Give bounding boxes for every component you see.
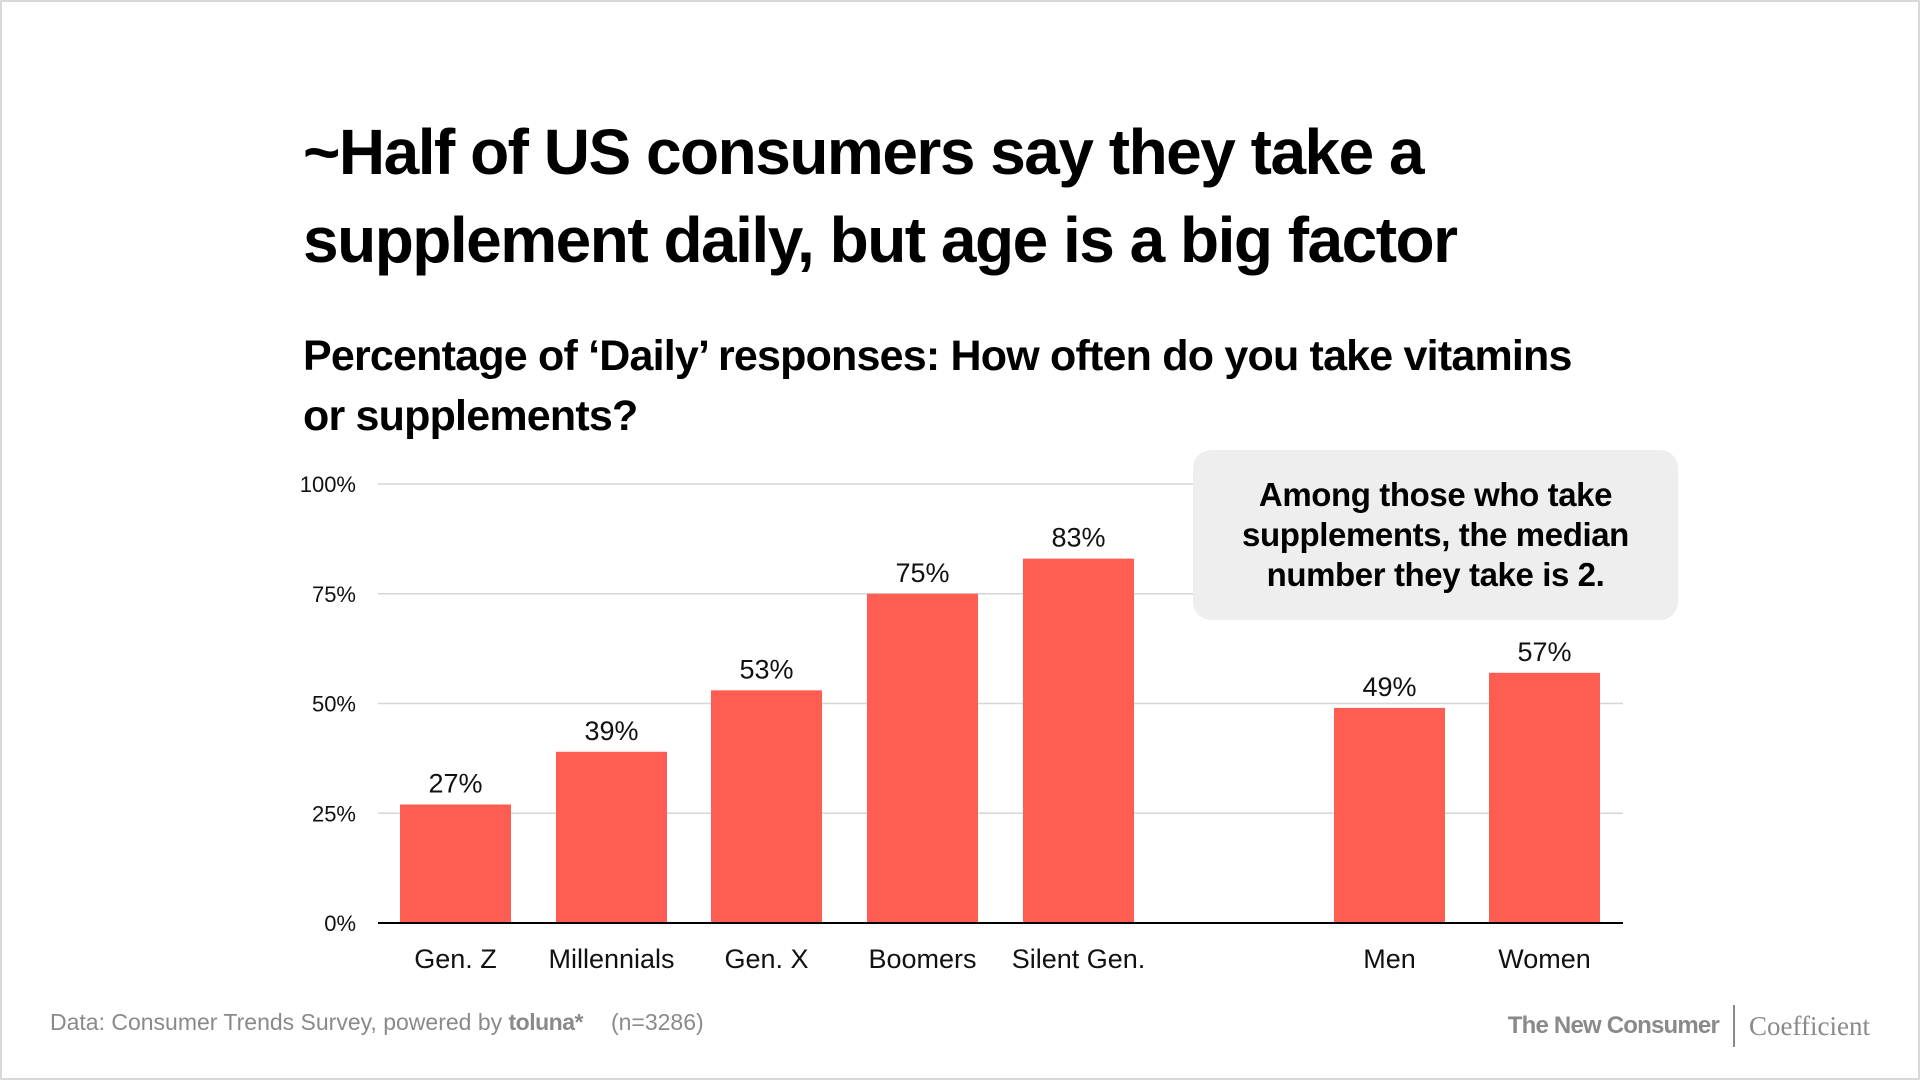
category-label: Boomers (868, 944, 976, 974)
y-tick-label: 50% (312, 692, 356, 717)
slide-title: ~Half of US consumers say they take a su… (303, 116, 1458, 276)
bar (1334, 707, 1445, 923)
bar (1023, 558, 1134, 923)
category-label: Women (1498, 944, 1591, 974)
value-labels: 27% 39% 53% 75% 83% 49% 57% (428, 523, 1571, 799)
y-tick-label: 25% (312, 801, 356, 826)
value-label: 53% (739, 654, 793, 684)
y-tick-label: 100% (300, 472, 356, 497)
value-label: 75% (895, 558, 949, 588)
bars (400, 558, 1600, 923)
category-labels: Gen. Z Millennials Gen. X Boomers Silent Gen… (414, 944, 1591, 974)
category-label: Silent Gen. (1012, 944, 1146, 974)
source-text: Data: Consumer Trends Survey, powered by (50, 1009, 509, 1035)
bar (1489, 672, 1600, 923)
bar (867, 593, 978, 923)
bar (400, 804, 511, 923)
bar (556, 751, 667, 923)
value-label: 49% (1362, 672, 1416, 702)
bar (711, 690, 822, 923)
value-label: 83% (1051, 523, 1105, 553)
callout-text: Among those who take supplements, the me… (1242, 476, 1629, 593)
category-label: Millennials (548, 944, 674, 974)
footer-brands: The New Consumer Coefficient (1508, 1005, 1870, 1047)
y-axis-ticks: 0% 25% 50% 75% 100% (300, 472, 356, 936)
toluna-logo: toluna* (508, 1009, 584, 1035)
value-label: 57% (1517, 637, 1571, 667)
category-label: Gen. X (724, 944, 808, 974)
sample-size: (n=3286) (610, 1009, 704, 1035)
value-label: 27% (428, 768, 482, 798)
the-new-consumer-logo: The New Consumer (1507, 1012, 1720, 1039)
y-tick-label: 0% (324, 911, 356, 936)
coefficient-logo: Coefficient (1749, 1010, 1870, 1041)
y-tick-label: 75% (312, 582, 356, 607)
category-label: Men (1363, 944, 1416, 974)
callout-box: Among those who take supplements, the me… (1193, 450, 1678, 620)
brand-divider (1733, 1005, 1736, 1047)
chart-subtitle: Percentage of ‘Daily’ responses: How oft… (303, 332, 1572, 440)
category-label: Gen. Z (414, 944, 497, 974)
value-label: 39% (584, 716, 638, 746)
footer-source: Data: Consumer Trends Survey, powered by… (50, 1009, 704, 1036)
